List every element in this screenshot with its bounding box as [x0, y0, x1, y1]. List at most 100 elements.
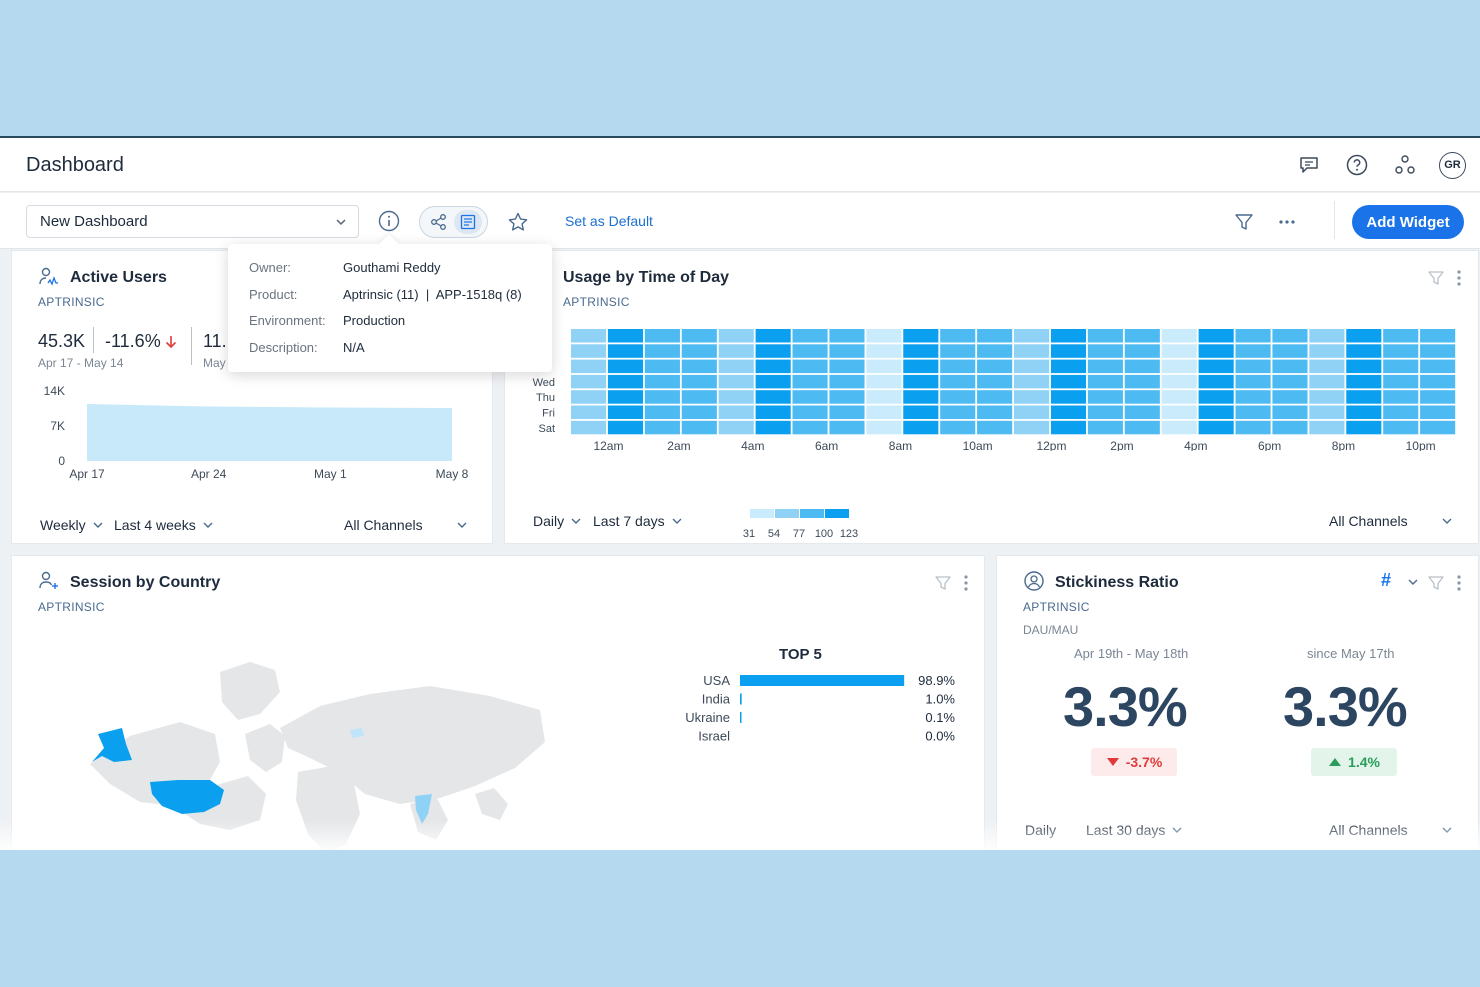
divider: [93, 327, 94, 353]
kebab-menu-icon[interactable]: [1455, 269, 1463, 287]
heatmap-cell: [571, 374, 607, 389]
heatmap-cell: [718, 420, 754, 435]
heatmap-cell: [755, 344, 791, 358]
heatmap-cell: [1383, 420, 1419, 435]
period-dropdown[interactable]: Last 30 days: [1086, 822, 1183, 838]
heatmap-cell: [792, 359, 828, 374]
heatmap-cell: [1346, 329, 1382, 343]
active-users-range-2: May: [203, 356, 226, 370]
workspace-switcher-icon[interactable]: [1391, 151, 1419, 179]
usage-heatmap: Wed Thu Fri Sat 12am 2am 4am 6am 8am 10am 12pm 2pm 4…: [533, 329, 1456, 451]
info-icon[interactable]: [377, 209, 401, 233]
heatmap-cell: [1420, 344, 1456, 358]
heatmap-cell: [1087, 374, 1123, 389]
heatmap-cell: [1383, 405, 1419, 419]
metric-label: DAU/MAU: [1023, 623, 1079, 637]
heatmap-hour-label: 4pm: [1184, 439, 1207, 451]
stickiness-value-2: 3.3%: [1283, 675, 1408, 738]
heatmap-cell: [1309, 420, 1345, 435]
heatmap-cell: [1346, 420, 1382, 435]
chevron-down-icon: [1442, 827, 1452, 833]
card-source: APTRINSIC: [38, 295, 105, 309]
dashboard-select[interactable]: New Dashboard: [26, 205, 359, 238]
dashboard-toolbar: New Dashboard Set as Default Add Widget: [0, 193, 1480, 249]
heatmap-cell: [977, 390, 1013, 404]
active-users-range: Apr 17 - May 14: [38, 356, 124, 370]
heatmap-cell: [1420, 390, 1456, 404]
channels-dropdown[interactable]: All Channels: [344, 517, 468, 533]
heatmap-cell: [903, 359, 939, 374]
heatmap-cell: [607, 405, 644, 419]
set-as-default-link[interactable]: Set as Default: [565, 213, 653, 229]
period-dropdown[interactable]: Last 7 days: [593, 513, 683, 529]
heatmap-cell: [792, 344, 828, 358]
filter-icon[interactable]: [1427, 574, 1445, 592]
hash-format-toggle[interactable]: #: [1381, 570, 1392, 590]
legend-value: 100: [815, 528, 833, 540]
heatmap-cell: [1161, 390, 1197, 404]
change-badge-up: 1.4%: [1311, 748, 1397, 776]
heatmap-cell: [829, 405, 865, 419]
heatmap-hour-label: 4am: [741, 439, 764, 451]
y-tick-label: 14K: [44, 384, 65, 398]
heatmap-cell: [1161, 344, 1197, 358]
country-bar: [740, 712, 742, 723]
top-icons: GR: [1295, 151, 1466, 179]
frequency-dropdown[interactable]: Daily: [533, 513, 582, 529]
frequency-value: Daily: [533, 513, 565, 529]
country-bar-chart: USA 98.9% India 1.0% Ukraine 0.1% Israel 0.0%: [685, 673, 955, 744]
heatmap-cell: [571, 329, 607, 343]
card-title: Stickiness Ratio: [1055, 574, 1179, 591]
channels-dropdown[interactable]: All Channels: [1329, 513, 1453, 529]
frequency-label[interactable]: Daily: [1025, 822, 1056, 838]
heatmap-day-label: Wed: [533, 377, 555, 389]
heatmap-cell: [1272, 359, 1308, 374]
y-tick-label: 7K: [50, 419, 65, 433]
period-dropdown[interactable]: Last 4 weeks: [114, 517, 214, 533]
heatmap-cell: [1198, 420, 1234, 435]
heatmap-cell: [940, 359, 976, 374]
active-users-value: 45.3K: [38, 331, 86, 351]
chevron-down-icon[interactable]: [1407, 576, 1419, 588]
heatmap-cell: [681, 420, 717, 435]
chat-icon[interactable]: [1295, 151, 1323, 179]
country-label: Israel: [698, 729, 730, 744]
share-icon[interactable]: [425, 210, 453, 234]
heatmap-hour-label: 6pm: [1258, 439, 1281, 451]
heatmap-cell: [1124, 329, 1160, 343]
heatmap-cell: [903, 420, 939, 435]
heatmap-cell: [903, 329, 939, 343]
kebab-menu-icon[interactable]: [1455, 574, 1463, 592]
heatmap-cell: [1014, 390, 1050, 404]
user-avatar[interactable]: GR: [1439, 151, 1466, 179]
filter-icon[interactable]: [1232, 210, 1256, 234]
kebab-menu-icon[interactable]: [962, 574, 970, 592]
period-value: Last 30 days: [1086, 822, 1166, 838]
heatmap-cell: [1161, 374, 1197, 389]
popover-value: N/A: [343, 340, 365, 355]
top-countries-title: TOP 5: [779, 646, 822, 663]
channels-dropdown[interactable]: All Channels: [1329, 822, 1453, 838]
x-tick-label: Apr 17: [69, 467, 105, 481]
heatmap-cell: [1014, 374, 1050, 389]
heatmap-cell: [1161, 329, 1197, 343]
filter-icon[interactable]: [934, 574, 952, 592]
legend-value: 54: [768, 528, 780, 540]
report-icon[interactable]: [454, 210, 483, 234]
stickiness-ratio-card: Stickiness Ratio APTRINSIC DAU/MAU # Apr…: [996, 555, 1479, 850]
star-icon[interactable]: [506, 210, 530, 234]
popover-key: Description:: [249, 340, 318, 355]
frequency-dropdown[interactable]: Weekly: [40, 517, 104, 533]
heatmap-cell: [1346, 405, 1382, 419]
filter-icon[interactable]: [1427, 269, 1445, 287]
help-icon[interactable]: [1343, 151, 1371, 179]
divider: [191, 327, 192, 365]
heatmap-cell: [792, 390, 828, 404]
add-widget-button[interactable]: Add Widget: [1352, 205, 1464, 239]
heatmap-cell: [940, 329, 976, 343]
heatmap-cell: [940, 390, 976, 404]
heatmap-cell: [1383, 359, 1419, 374]
heatmap-cell: [1346, 374, 1382, 389]
heatmap-cell: [1235, 344, 1271, 358]
more-options-icon[interactable]: [1274, 210, 1300, 234]
